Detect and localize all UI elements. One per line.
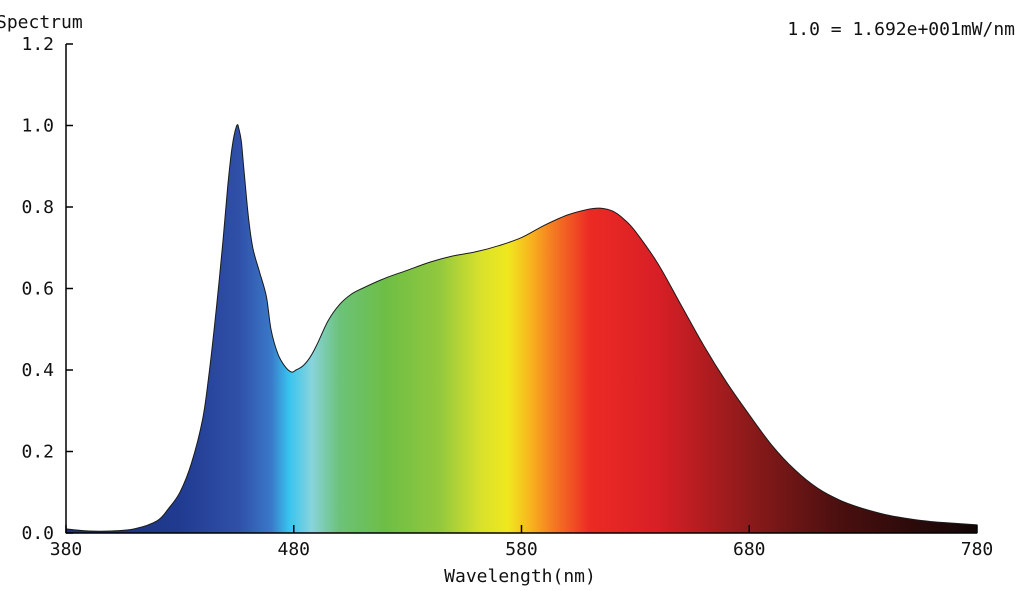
y-tick-label: 0.8 [21,197,54,218]
x-tick-label: 580 [505,539,538,560]
x-tick-label: 780 [961,539,994,560]
x-tick-label: 480 [277,539,310,560]
y-tick-label: 1.0 [21,116,54,137]
chart-title: Spectrum [0,12,83,33]
x-tick-label: 680 [733,539,766,560]
y-tick-label: 0.0 [21,523,54,544]
y-tick-label: 0.6 [21,279,54,300]
y-tick-label: 1.2 [21,34,54,55]
spectrum-area [65,124,978,534]
x-axis-label: Wavelength(nm) [444,566,596,587]
y-tick-label: 0.4 [21,360,54,381]
y-axis-ticks: 0.0 0.2 0.4 0.6 0.8 1.0 1.2 [21,34,73,544]
y-tick-label: 0.2 [21,442,54,463]
scale-note: 1.0 = 1.692e+001mW/nm [787,19,1015,40]
x-axis-ticks: 380 480 580 680 780 [50,525,994,560]
x-tick-label: 380 [50,539,83,560]
